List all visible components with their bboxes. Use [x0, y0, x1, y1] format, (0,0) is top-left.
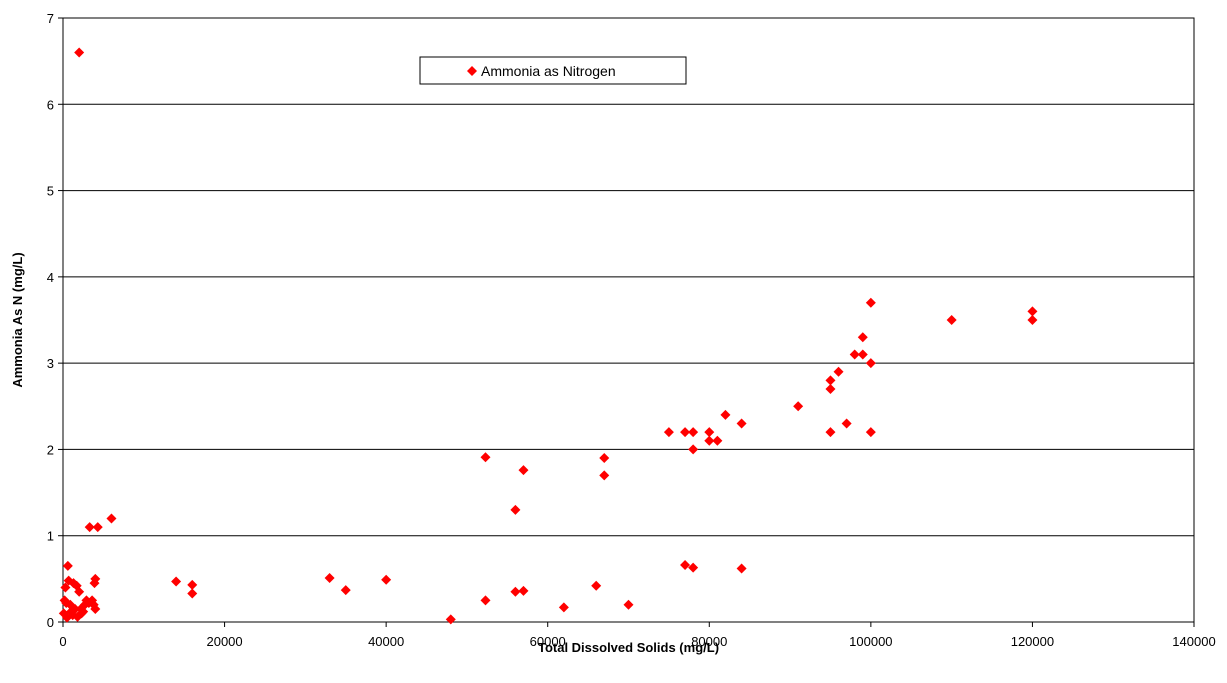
data-point	[510, 504, 521, 515]
data-point	[720, 409, 731, 420]
data-point	[841, 418, 852, 429]
data-point	[106, 513, 117, 524]
data-point	[865, 427, 876, 438]
data-point	[688, 562, 699, 573]
data-point	[688, 427, 699, 438]
x-tick-label: 20000	[206, 634, 242, 649]
data-point	[445, 614, 456, 625]
data-point	[865, 297, 876, 308]
legend: Ammonia as Nitrogen	[419, 56, 687, 85]
data-point	[171, 576, 182, 587]
y-axis-title: Ammonia As N (mg/L)	[10, 252, 25, 387]
data-point	[62, 560, 73, 571]
data-point	[736, 418, 747, 429]
data-point	[712, 435, 723, 446]
data-point	[74, 586, 85, 597]
data-point	[857, 332, 868, 343]
y-tick-label: 7	[47, 11, 54, 26]
data-point	[72, 611, 83, 622]
data-point	[849, 349, 860, 360]
data-point	[518, 585, 529, 596]
data-point	[793, 401, 804, 412]
y-tick-label: 6	[47, 97, 54, 112]
data-point	[90, 604, 101, 615]
legend-marker-diamond	[467, 66, 477, 76]
x-tick-label: 60000	[530, 634, 566, 649]
x-axis-title: Total Dissolved Solids (mg/L)	[538, 640, 719, 655]
data-point	[599, 470, 610, 481]
x-tick-label: 80000	[691, 634, 727, 649]
y-tick-label: 3	[47, 356, 54, 371]
data-point	[946, 315, 957, 325]
data-points	[58, 47, 1038, 625]
data-point	[90, 573, 101, 584]
data-point	[381, 574, 392, 585]
data-point	[599, 453, 610, 464]
data-point	[680, 427, 691, 438]
legend-label: Ammonia as Nitrogen	[481, 63, 616, 79]
y-tick-label: 0	[47, 615, 54, 630]
data-point	[865, 358, 876, 369]
data-point	[833, 366, 844, 377]
x-tick-label: 140000	[1172, 634, 1215, 649]
data-point	[558, 602, 569, 613]
x-tick-label: 40000	[368, 634, 404, 649]
data-point	[1027, 306, 1038, 317]
axis-ticks: 0 1 2 3 4 5 6 7 0 20000 40000 60000 80000 100000 12000…	[47, 11, 1216, 649]
data-point	[704, 427, 715, 438]
data-point	[825, 375, 836, 386]
data-point	[680, 560, 691, 571]
data-point	[663, 427, 674, 438]
data-point	[1027, 315, 1038, 325]
data-point	[857, 349, 868, 360]
data-point	[187, 579, 198, 590]
data-point	[825, 384, 836, 395]
y-tick-label: 1	[47, 529, 54, 544]
x-tick-label: 120000	[1011, 634, 1054, 649]
grid-lines	[63, 103, 1194, 537]
data-point	[704, 435, 715, 446]
data-point	[75, 604, 86, 615]
data-point	[518, 465, 529, 476]
y-tick-label: 4	[47, 270, 54, 285]
data-point	[825, 427, 836, 438]
data-point	[688, 444, 699, 455]
data-point	[187, 588, 198, 599]
y-tick-label: 5	[47, 184, 54, 199]
data-point	[60, 582, 71, 593]
data-point	[591, 580, 602, 591]
x-tick-label: 0	[59, 634, 66, 649]
legend-box	[419, 56, 687, 85]
data-point	[92, 522, 103, 533]
data-point	[340, 585, 351, 596]
x-tick-label: 100000	[849, 634, 892, 649]
data-point	[84, 522, 95, 533]
data-point	[736, 563, 747, 574]
y-tick-label: 2	[47, 442, 54, 457]
data-point	[62, 612, 73, 623]
data-point	[480, 452, 491, 463]
data-point	[623, 599, 634, 610]
data-point	[510, 586, 521, 597]
plot-area	[62, 17, 1195, 623]
data-point	[324, 572, 335, 583]
data-point	[74, 47, 85, 58]
data-point	[480, 595, 491, 606]
